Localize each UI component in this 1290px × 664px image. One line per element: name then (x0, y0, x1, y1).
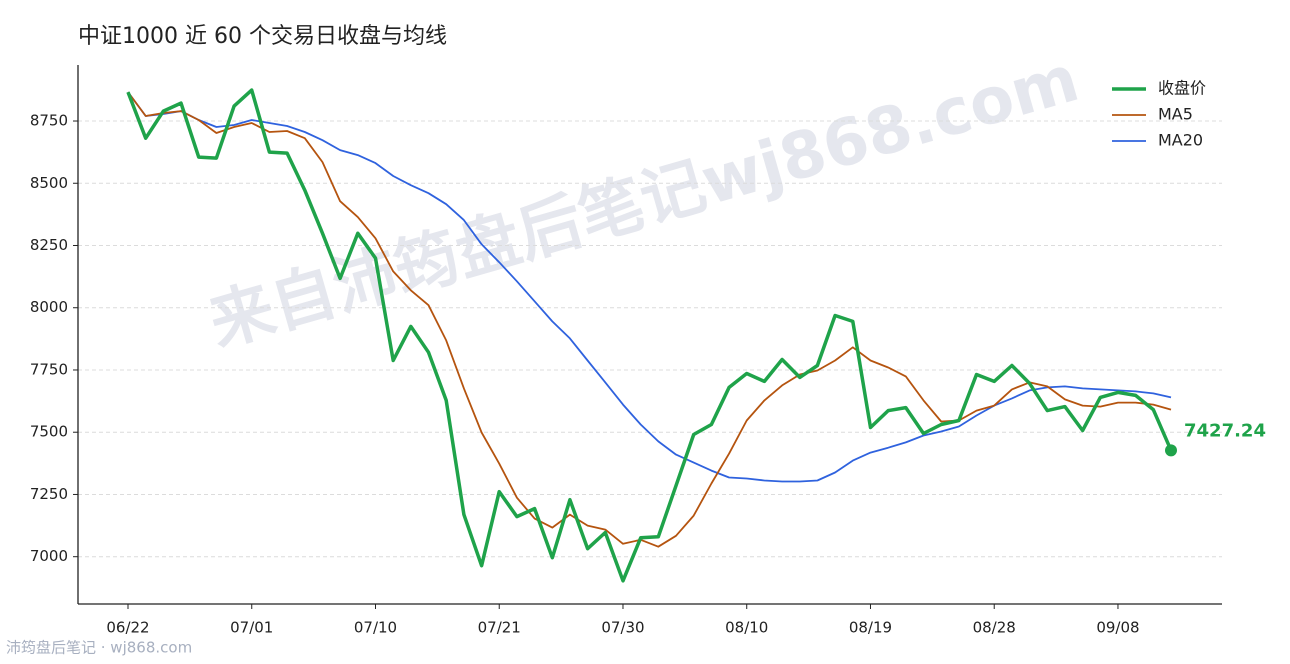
y-tick-label: 8750 (30, 112, 68, 130)
x-tick-label: 09/08 (1096, 619, 1139, 637)
y-tick-label: 8250 (30, 236, 68, 254)
x-tick-label: 08/19 (849, 619, 892, 637)
y-tick-label: 7000 (30, 547, 68, 565)
last-point (1165, 444, 1177, 457)
y-tick-label: 8000 (30, 298, 68, 316)
x-tick-label: 07/01 (230, 619, 273, 637)
legend-label: MA5 (1158, 105, 1193, 124)
series-line (126, 88, 1173, 583)
chart-title: 中证1000 近 60 个交易日收盘与均线 (78, 24, 447, 49)
x-tick-label: 08/28 (973, 619, 1016, 637)
series-line (127, 91, 1172, 483)
y-tick-label: 7750 (30, 360, 68, 378)
legend-label: 收盘价 (1158, 79, 1206, 98)
last-value-label: 7427.24 (1184, 420, 1266, 441)
x-tick-label: 07/30 (601, 619, 644, 637)
y-tick-label: 8500 (30, 174, 68, 192)
series-line (127, 91, 1172, 548)
x-tick-label: 08/10 (725, 619, 768, 637)
y-tick-label: 7250 (30, 485, 68, 503)
x-tick-label: 07/10 (354, 619, 397, 637)
x-tick-label: 07/21 (478, 619, 521, 637)
x-tick-label: 06/22 (106, 619, 149, 637)
legend-label: MA20 (1158, 131, 1203, 150)
y-tick-label: 7500 (30, 423, 68, 441)
footer: 沛筠盘后笔记 · wj868.com (6, 639, 192, 657)
watermark: 来自沛筠盘后笔记wj868.com (202, 42, 1087, 361)
